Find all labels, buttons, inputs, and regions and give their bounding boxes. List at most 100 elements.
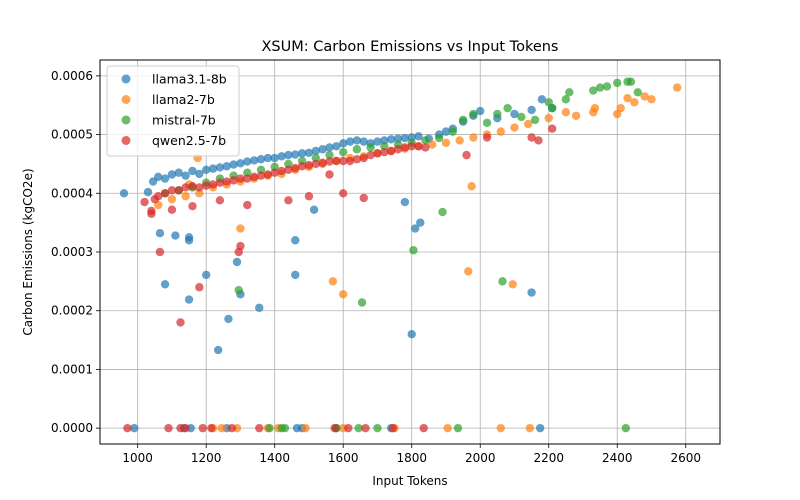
x-axis: 1000 1200 1400 1600 1800 2000 2200 2400 2600 bbox=[122, 444, 701, 465]
legend-marker bbox=[121, 74, 131, 84]
data-point bbox=[232, 257, 242, 267]
data-point bbox=[229, 176, 238, 185]
data-point bbox=[181, 192, 190, 201]
data-point bbox=[284, 150, 293, 160]
data-point bbox=[167, 205, 177, 214]
data-point bbox=[525, 423, 535, 433]
data-point bbox=[561, 108, 571, 117]
data-point bbox=[270, 168, 279, 177]
data-point bbox=[453, 423, 463, 433]
data-point bbox=[462, 150, 471, 160]
legend: llama3.1-8b llama2-7b mistral-7b qwen2.5-7b bbox=[106, 65, 240, 157]
data-point bbox=[301, 423, 310, 433]
data-point bbox=[621, 423, 631, 433]
data-point bbox=[309, 205, 319, 214]
data-point bbox=[339, 290, 348, 299]
data-point bbox=[297, 162, 307, 171]
data-point bbox=[263, 170, 273, 179]
data-point bbox=[352, 145, 362, 154]
data-point bbox=[469, 109, 478, 119]
data-point bbox=[400, 143, 410, 152]
data-point bbox=[535, 423, 545, 433]
y-tick-label: 0.0003 bbox=[51, 245, 93, 259]
data-point bbox=[407, 142, 416, 151]
data-point bbox=[672, 83, 682, 92]
legend-label: llama3.1-8b bbox=[152, 72, 227, 87]
data-point bbox=[527, 288, 536, 297]
data-point bbox=[234, 247, 243, 257]
legend-label: mistral-7b bbox=[152, 113, 216, 128]
data-point bbox=[284, 165, 293, 174]
data-point bbox=[419, 423, 428, 433]
data-point bbox=[304, 160, 314, 170]
data-point bbox=[633, 88, 642, 97]
data-point bbox=[517, 112, 526, 122]
data-point bbox=[224, 314, 233, 324]
x-tick-label: 2400 bbox=[602, 451, 633, 465]
data-points bbox=[119, 77, 682, 433]
data-point bbox=[213, 345, 223, 355]
data-point bbox=[160, 280, 170, 289]
data-point bbox=[236, 159, 245, 168]
data-point bbox=[181, 423, 190, 433]
data-point bbox=[416, 218, 425, 227]
data-point bbox=[393, 145, 403, 154]
data-point bbox=[476, 106, 485, 116]
data-point bbox=[393, 134, 403, 143]
data-point bbox=[222, 162, 231, 171]
data-point bbox=[613, 78, 622, 88]
data-point bbox=[167, 186, 177, 195]
data-point bbox=[291, 163, 300, 173]
data-point bbox=[330, 423, 339, 433]
data-point bbox=[291, 150, 300, 159]
data-point bbox=[140, 197, 149, 207]
y-tick-label: 0.0005 bbox=[51, 128, 93, 142]
data-point bbox=[154, 192, 163, 201]
data-point bbox=[201, 181, 211, 190]
x-tick-label: 1000 bbox=[122, 451, 153, 465]
data-point bbox=[373, 149, 382, 158]
data-point bbox=[409, 246, 418, 255]
data-point bbox=[503, 103, 512, 113]
data-point bbox=[291, 236, 300, 245]
data-point bbox=[441, 127, 451, 136]
data-point bbox=[119, 189, 129, 198]
y-axis: 0.0000 0.0001 0.0002 0.0003 0.0004 0.0005 0.00… bbox=[51, 69, 100, 435]
data-point bbox=[201, 165, 211, 174]
data-point bbox=[332, 156, 341, 166]
data-point bbox=[160, 174, 170, 183]
data-point bbox=[443, 423, 452, 433]
data-point bbox=[332, 142, 341, 151]
data-point bbox=[181, 171, 190, 180]
data-point bbox=[352, 155, 362, 164]
data-point bbox=[498, 277, 507, 286]
data-point bbox=[188, 166, 197, 176]
data-point bbox=[207, 423, 216, 433]
data-point bbox=[229, 160, 238, 169]
data-point bbox=[215, 163, 225, 172]
data-point bbox=[154, 172, 163, 182]
data-point bbox=[357, 298, 367, 307]
data-point bbox=[181, 183, 190, 192]
chart-title: XSUM: Carbon Emissions vs Input Tokens bbox=[262, 39, 559, 55]
x-tick-label: 2000 bbox=[465, 451, 496, 465]
data-point bbox=[380, 136, 389, 145]
data-point bbox=[147, 209, 156, 219]
data-point bbox=[243, 174, 252, 183]
data-point bbox=[561, 95, 571, 104]
y-axis-title: Carbon Emissions (kgCO2e) bbox=[21, 168, 35, 335]
data-point bbox=[236, 174, 245, 183]
data-point bbox=[421, 143, 430, 152]
legend-label: llama2-7b bbox=[152, 92, 215, 107]
data-point bbox=[176, 318, 185, 327]
data-point bbox=[195, 189, 204, 198]
data-point bbox=[249, 172, 259, 182]
data-point bbox=[373, 423, 382, 433]
data-point bbox=[227, 423, 237, 433]
data-point bbox=[171, 231, 180, 240]
data-point bbox=[400, 133, 410, 143]
data-point bbox=[208, 180, 218, 189]
data-point bbox=[366, 143, 375, 152]
data-point bbox=[325, 143, 334, 152]
